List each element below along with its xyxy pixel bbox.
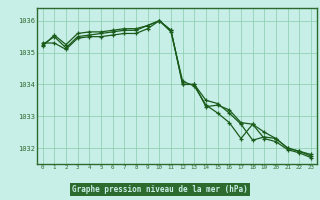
Text: Graphe pression niveau de la mer (hPa): Graphe pression niveau de la mer (hPa) xyxy=(72,185,248,194)
